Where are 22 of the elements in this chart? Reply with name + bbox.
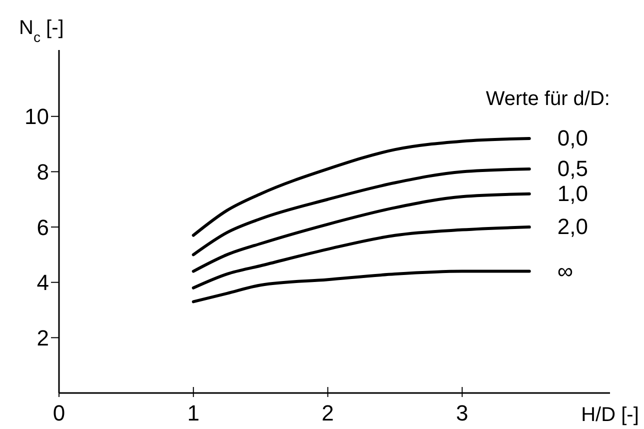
x-tick-label: 1: [187, 400, 200, 426]
y-tick-label: 4: [36, 270, 49, 296]
line-series: [192, 167, 531, 256]
x-axis-title: H/D [-]: [581, 404, 639, 426]
x-tick-label: 3: [456, 400, 468, 426]
legend-title: Werte für d/D:: [486, 88, 610, 110]
x-tick-label: 0: [52, 400, 66, 426]
series-label: 0,0: [557, 126, 588, 151]
series-label: ∞: [557, 258, 574, 284]
series-label: 0,5: [557, 156, 588, 181]
series-label: 1,0: [557, 180, 588, 206]
y-tick-label: 10: [24, 104, 49, 130]
y-tick-label: 2: [36, 325, 49, 350]
y-tick-label: 6: [36, 214, 49, 240]
line-series: [192, 270, 531, 304]
y-axis-title: N$_{c}$ [-]: [19, 17, 64, 45]
y-tick-label: 8: [36, 160, 49, 185]
series-label: 2,0: [557, 214, 588, 240]
line-series: [192, 226, 531, 290]
line-series: [192, 137, 531, 237]
x-tick-label: 2: [322, 400, 334, 426]
line-series: [192, 192, 531, 273]
